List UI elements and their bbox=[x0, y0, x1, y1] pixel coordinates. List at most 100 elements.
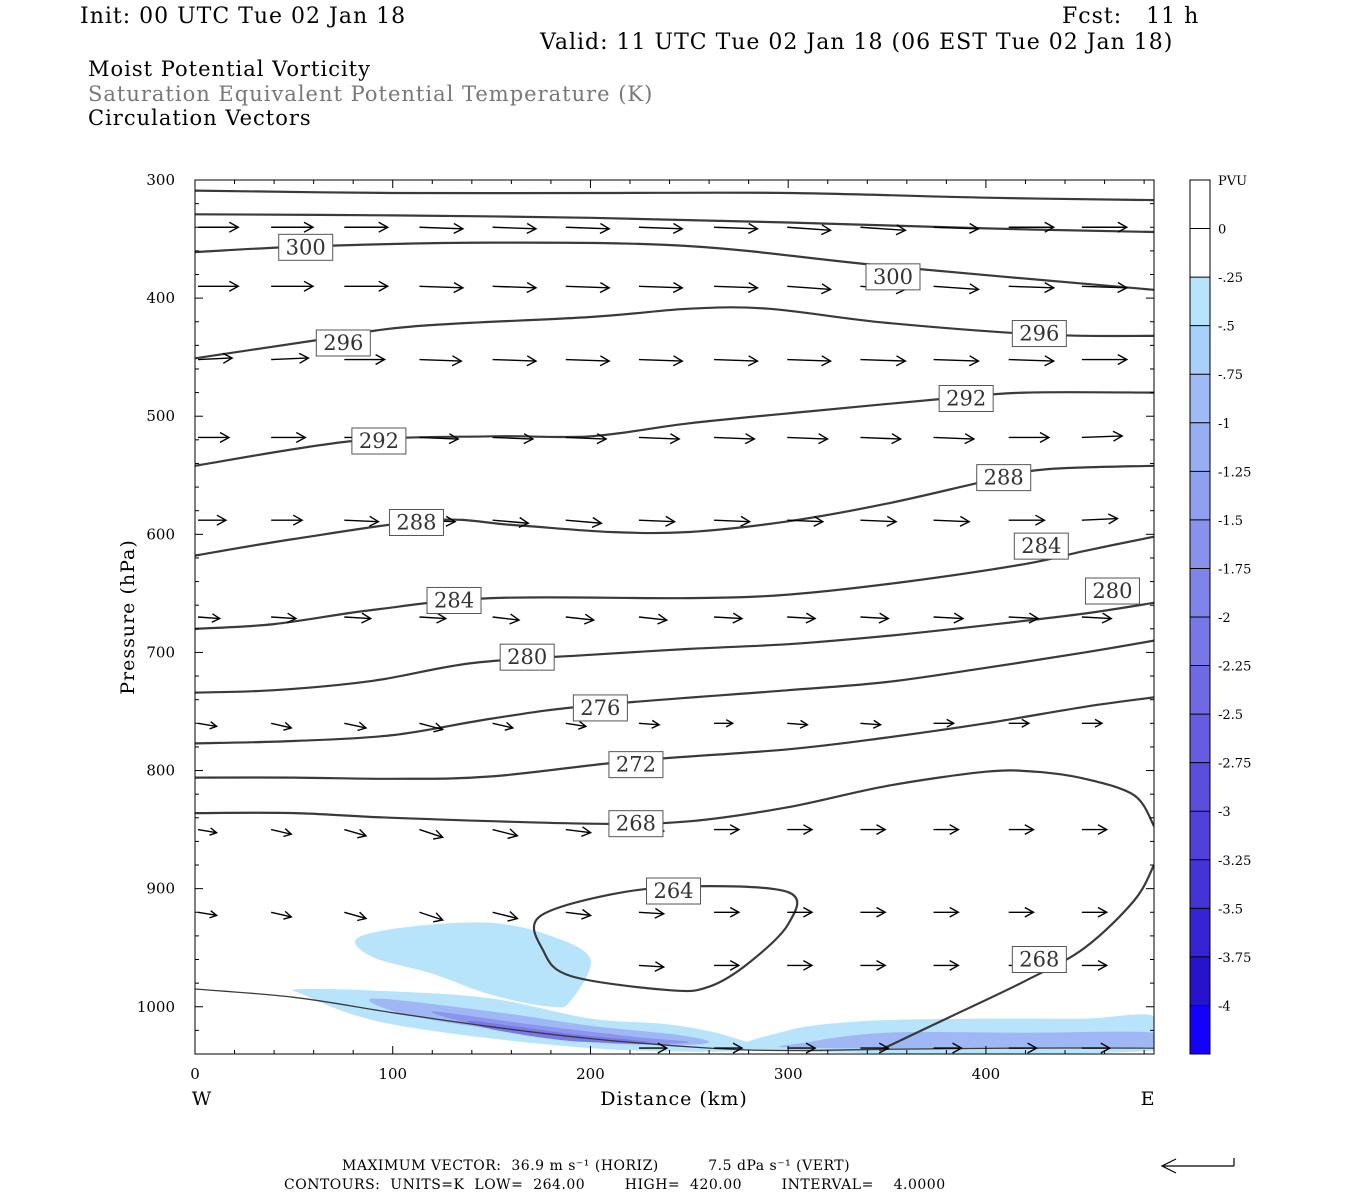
contour-label-text: 284 bbox=[1021, 534, 1061, 558]
circulation-vector bbox=[198, 281, 238, 291]
circulation-vector bbox=[493, 829, 518, 839]
circulation-vector bbox=[639, 224, 682, 234]
contour-label: 296 bbox=[316, 330, 370, 356]
colorbar-tick-label: -1 bbox=[1218, 417, 1231, 432]
colorbar-swatch bbox=[1190, 957, 1210, 1006]
x-tick-label: 200 bbox=[576, 1065, 605, 1083]
vector-shaft bbox=[566, 520, 602, 523]
circulation-vector bbox=[639, 283, 682, 293]
y-tick-label: 400 bbox=[146, 289, 175, 307]
colorbar-tick-label: -3.75 bbox=[1218, 951, 1251, 966]
circulation-vector bbox=[934, 825, 959, 835]
colorbar-swatch bbox=[1190, 860, 1210, 909]
circulation-vector bbox=[1082, 825, 1107, 835]
max-vector-footer: MAXIMUM VECTOR: 36.9 m s⁻¹ (HORIZ) 7.5 d… bbox=[342, 1158, 850, 1174]
contour-label: 264 bbox=[647, 878, 701, 904]
y-tick-label: 900 bbox=[146, 880, 175, 898]
circulation-vector bbox=[1009, 222, 1054, 232]
circulation-vector bbox=[566, 434, 606, 444]
vector-shaft bbox=[639, 912, 664, 914]
circulation-vector bbox=[1009, 356, 1054, 366]
vector-shaft bbox=[639, 360, 682, 362]
vector-shaft bbox=[1009, 617, 1038, 619]
vector-shaft bbox=[271, 617, 296, 619]
reference-vector-arrow bbox=[1162, 1158, 1234, 1173]
contour-label-text: 268 bbox=[616, 812, 656, 836]
colorbar-tick-label: -.25 bbox=[1218, 271, 1243, 286]
circulation-vector bbox=[271, 911, 291, 919]
circulation-vector bbox=[860, 516, 896, 526]
mpv-shading bbox=[293, 922, 1186, 1054]
circulation-vector bbox=[860, 613, 888, 623]
circulation-vector bbox=[1009, 515, 1045, 525]
vector-shaft bbox=[566, 437, 606, 439]
contour-label: 272 bbox=[609, 752, 663, 778]
circulation-vector bbox=[419, 912, 442, 922]
y-tick-label: 500 bbox=[146, 407, 175, 425]
colorbar-swatch bbox=[1190, 568, 1210, 617]
circulation-vector bbox=[934, 516, 970, 526]
circulation-vector bbox=[860, 825, 885, 835]
circulation-vector bbox=[566, 614, 594, 624]
contour-label: 288 bbox=[977, 465, 1031, 491]
x-tick-label: 400 bbox=[972, 1065, 1001, 1083]
circulation-vector bbox=[566, 283, 609, 293]
circulation-vector bbox=[714, 908, 739, 918]
circulation-vector bbox=[419, 356, 461, 366]
colorbar-tick-label: -2.75 bbox=[1218, 757, 1251, 772]
vector-shaft bbox=[860, 227, 905, 230]
y-tick-label: 300 bbox=[146, 171, 175, 189]
vector-shaft bbox=[934, 360, 979, 362]
circulation-vector bbox=[493, 722, 513, 730]
circulation-vector bbox=[419, 434, 458, 444]
contour-292 bbox=[195, 392, 1154, 466]
colorbar-tick-label: -1.25 bbox=[1218, 465, 1251, 480]
circulation-vector bbox=[639, 356, 682, 366]
circulation-vector bbox=[1009, 433, 1049, 443]
colorbar-tick-label: -.5 bbox=[1218, 320, 1235, 335]
circulation-vector bbox=[1082, 431, 1122, 441]
circulation-vector bbox=[860, 434, 900, 444]
colorbar-tick-label: -3.25 bbox=[1218, 854, 1251, 869]
x-end-label-west: W bbox=[192, 1088, 213, 1110]
colorbar-tick-label: -3.5 bbox=[1218, 902, 1243, 917]
circulation-vector bbox=[419, 283, 462, 293]
vector-shaft bbox=[787, 360, 830, 362]
vector-shaft bbox=[860, 437, 900, 439]
pvu-colorbar: 0-.25-.5-.75-1-1.25-1.5-1.75-2-2.25-2.5-… bbox=[1190, 180, 1251, 1055]
vector-shaft bbox=[1009, 286, 1054, 288]
circulation-vector bbox=[1009, 283, 1054, 293]
vector-shaft bbox=[493, 360, 536, 362]
colorbar-tick-label: -4 bbox=[1218, 999, 1231, 1014]
circulation-vector bbox=[639, 909, 664, 919]
circulation-vector bbox=[419, 613, 445, 623]
circulation-vector bbox=[344, 613, 370, 623]
circulation-vector bbox=[198, 222, 238, 232]
circulation-vector bbox=[271, 515, 302, 525]
vector-shaft bbox=[271, 358, 308, 360]
circulation-vector bbox=[860, 720, 880, 728]
circulation-vector bbox=[934, 434, 974, 444]
vector-shaft bbox=[419, 286, 462, 288]
vector-shaft bbox=[566, 286, 609, 288]
x-tick-label: 0 bbox=[190, 1065, 200, 1083]
circulation-vector bbox=[787, 825, 812, 835]
circulation-vector bbox=[566, 356, 609, 366]
circulation-vector bbox=[639, 434, 679, 444]
circulation-vector bbox=[714, 356, 757, 366]
contour-label-text: 272 bbox=[616, 753, 656, 777]
circulation-vector bbox=[714, 961, 739, 971]
colorbar-tick-label: 0 bbox=[1218, 223, 1226, 238]
circulation-vector bbox=[787, 613, 815, 623]
contour-label: 284 bbox=[427, 587, 481, 613]
y-tick-label: 1000 bbox=[137, 998, 175, 1016]
colorbar-swatch bbox=[1190, 229, 1210, 278]
circulation-vector bbox=[198, 433, 229, 443]
vector-shaft bbox=[493, 437, 533, 439]
circulation-vector bbox=[934, 613, 963, 623]
circulation-vector bbox=[1082, 613, 1111, 623]
contour-label-text: 280 bbox=[507, 645, 547, 669]
contour-label-text: 296 bbox=[323, 331, 363, 355]
colorbar-tick-label: -1.75 bbox=[1218, 562, 1251, 577]
vector-shaft bbox=[639, 965, 664, 967]
